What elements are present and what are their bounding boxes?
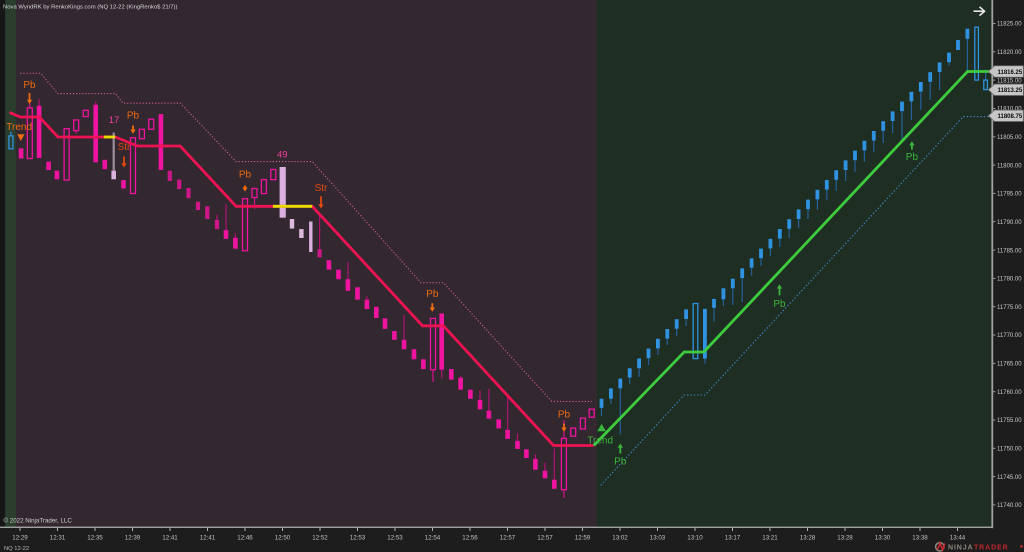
- svg-text:12:31: 12:31: [50, 535, 66, 542]
- svg-text:Str: Str: [118, 142, 131, 153]
- svg-text:12:57: 12:57: [537, 535, 553, 542]
- svg-text:11765.00: 11765.00: [997, 362, 1022, 368]
- svg-text:Trend: Trend: [6, 122, 32, 133]
- svg-text:NQ 12-22: NQ 12-22: [4, 546, 29, 552]
- svg-text:TRADER: TRADER: [974, 545, 1009, 552]
- svg-text:11785.00: 11785.00: [997, 248, 1022, 254]
- svg-text:11813.25: 11813.25: [998, 88, 1023, 94]
- svg-text:12:39: 12:39: [125, 535, 141, 542]
- svg-text:11808.75: 11808.75: [998, 114, 1023, 120]
- svg-text:12:57: 12:57: [500, 535, 516, 542]
- svg-text:NINJA: NINJA: [948, 545, 974, 552]
- svg-text:12:52: 12:52: [312, 535, 328, 542]
- svg-text:13:28: 13:28: [837, 535, 853, 542]
- svg-text:11820.00: 11820.00: [997, 50, 1022, 56]
- svg-text:Str: Str: [315, 183, 328, 194]
- svg-text:11750.00: 11750.00: [997, 447, 1022, 453]
- svg-text:Trend: Trend: [587, 436, 613, 447]
- svg-text:12:50: 12:50: [275, 535, 291, 542]
- svg-text:11790.00: 11790.00: [997, 220, 1022, 226]
- svg-text:11780.00: 11780.00: [997, 277, 1022, 283]
- svg-text:11816.25: 11816.25: [998, 70, 1023, 76]
- svg-text:13:44: 13:44: [950, 535, 966, 542]
- svg-text:12:54: 12:54: [425, 535, 441, 542]
- svg-text:Pb: Pb: [239, 170, 252, 181]
- svg-text:49: 49: [277, 150, 288, 161]
- svg-text:12:41: 12:41: [200, 535, 216, 542]
- svg-text:12:53: 12:53: [350, 535, 366, 542]
- svg-text:11775.00: 11775.00: [997, 305, 1022, 311]
- svg-text:Pb: Pb: [773, 299, 786, 310]
- svg-text:11825.00: 11825.00: [997, 22, 1022, 28]
- svg-text:11815.00: 11815.00: [997, 78, 1022, 84]
- svg-text:Pb: Pb: [558, 410, 571, 421]
- svg-text:Nova WyndRK by RenkoKings.com: Nova WyndRK by RenkoKings.com (NQ 12-22 …: [3, 4, 177, 10]
- svg-text:Pb: Pb: [127, 111, 140, 122]
- svg-text:12:29: 12:29: [12, 535, 28, 542]
- svg-text:13:10: 13:10: [687, 535, 703, 542]
- svg-text:13:38: 13:38: [912, 535, 928, 542]
- svg-text:13:17: 13:17: [725, 535, 741, 542]
- svg-text:12:35: 12:35: [87, 535, 103, 542]
- svg-text:12:59: 12:59: [575, 535, 591, 542]
- svg-text:Pb: Pb: [614, 457, 627, 468]
- svg-text:Pb: Pb: [906, 152, 919, 163]
- svg-text:11745.00: 11745.00: [997, 475, 1022, 481]
- svg-text:11760.00: 11760.00: [997, 390, 1022, 396]
- svg-text:13:03: 13:03: [650, 535, 666, 542]
- svg-text:12:53: 12:53: [387, 535, 403, 542]
- svg-text:11795.00: 11795.00: [997, 192, 1022, 198]
- svg-text:12:46: 12:46: [237, 535, 253, 542]
- svg-text:11810.00: 11810.00: [997, 107, 1022, 113]
- svg-text:© 2022 NinjaTrader, LLC: © 2022 NinjaTrader, LLC: [4, 517, 73, 524]
- svg-text:12:41: 12:41: [162, 535, 178, 542]
- svg-text:17: 17: [109, 115, 120, 126]
- svg-text:13:28: 13:28: [800, 535, 816, 542]
- svg-text:13:02: 13:02: [612, 535, 628, 542]
- svg-text:12:56: 12:56: [462, 535, 478, 542]
- svg-text:11740.00: 11740.00: [997, 503, 1022, 509]
- svg-text:Pb: Pb: [23, 80, 36, 91]
- svg-text:11755.00: 11755.00: [997, 418, 1022, 424]
- svg-text:13:21: 13:21: [762, 535, 778, 542]
- svg-text:11770.00: 11770.00: [997, 333, 1022, 339]
- svg-text:13:30: 13:30: [875, 535, 891, 542]
- svg-text:Pb: Pb: [426, 289, 439, 300]
- svg-text:11805.00: 11805.00: [997, 135, 1022, 141]
- svg-text:11800.00: 11800.00: [997, 163, 1022, 169]
